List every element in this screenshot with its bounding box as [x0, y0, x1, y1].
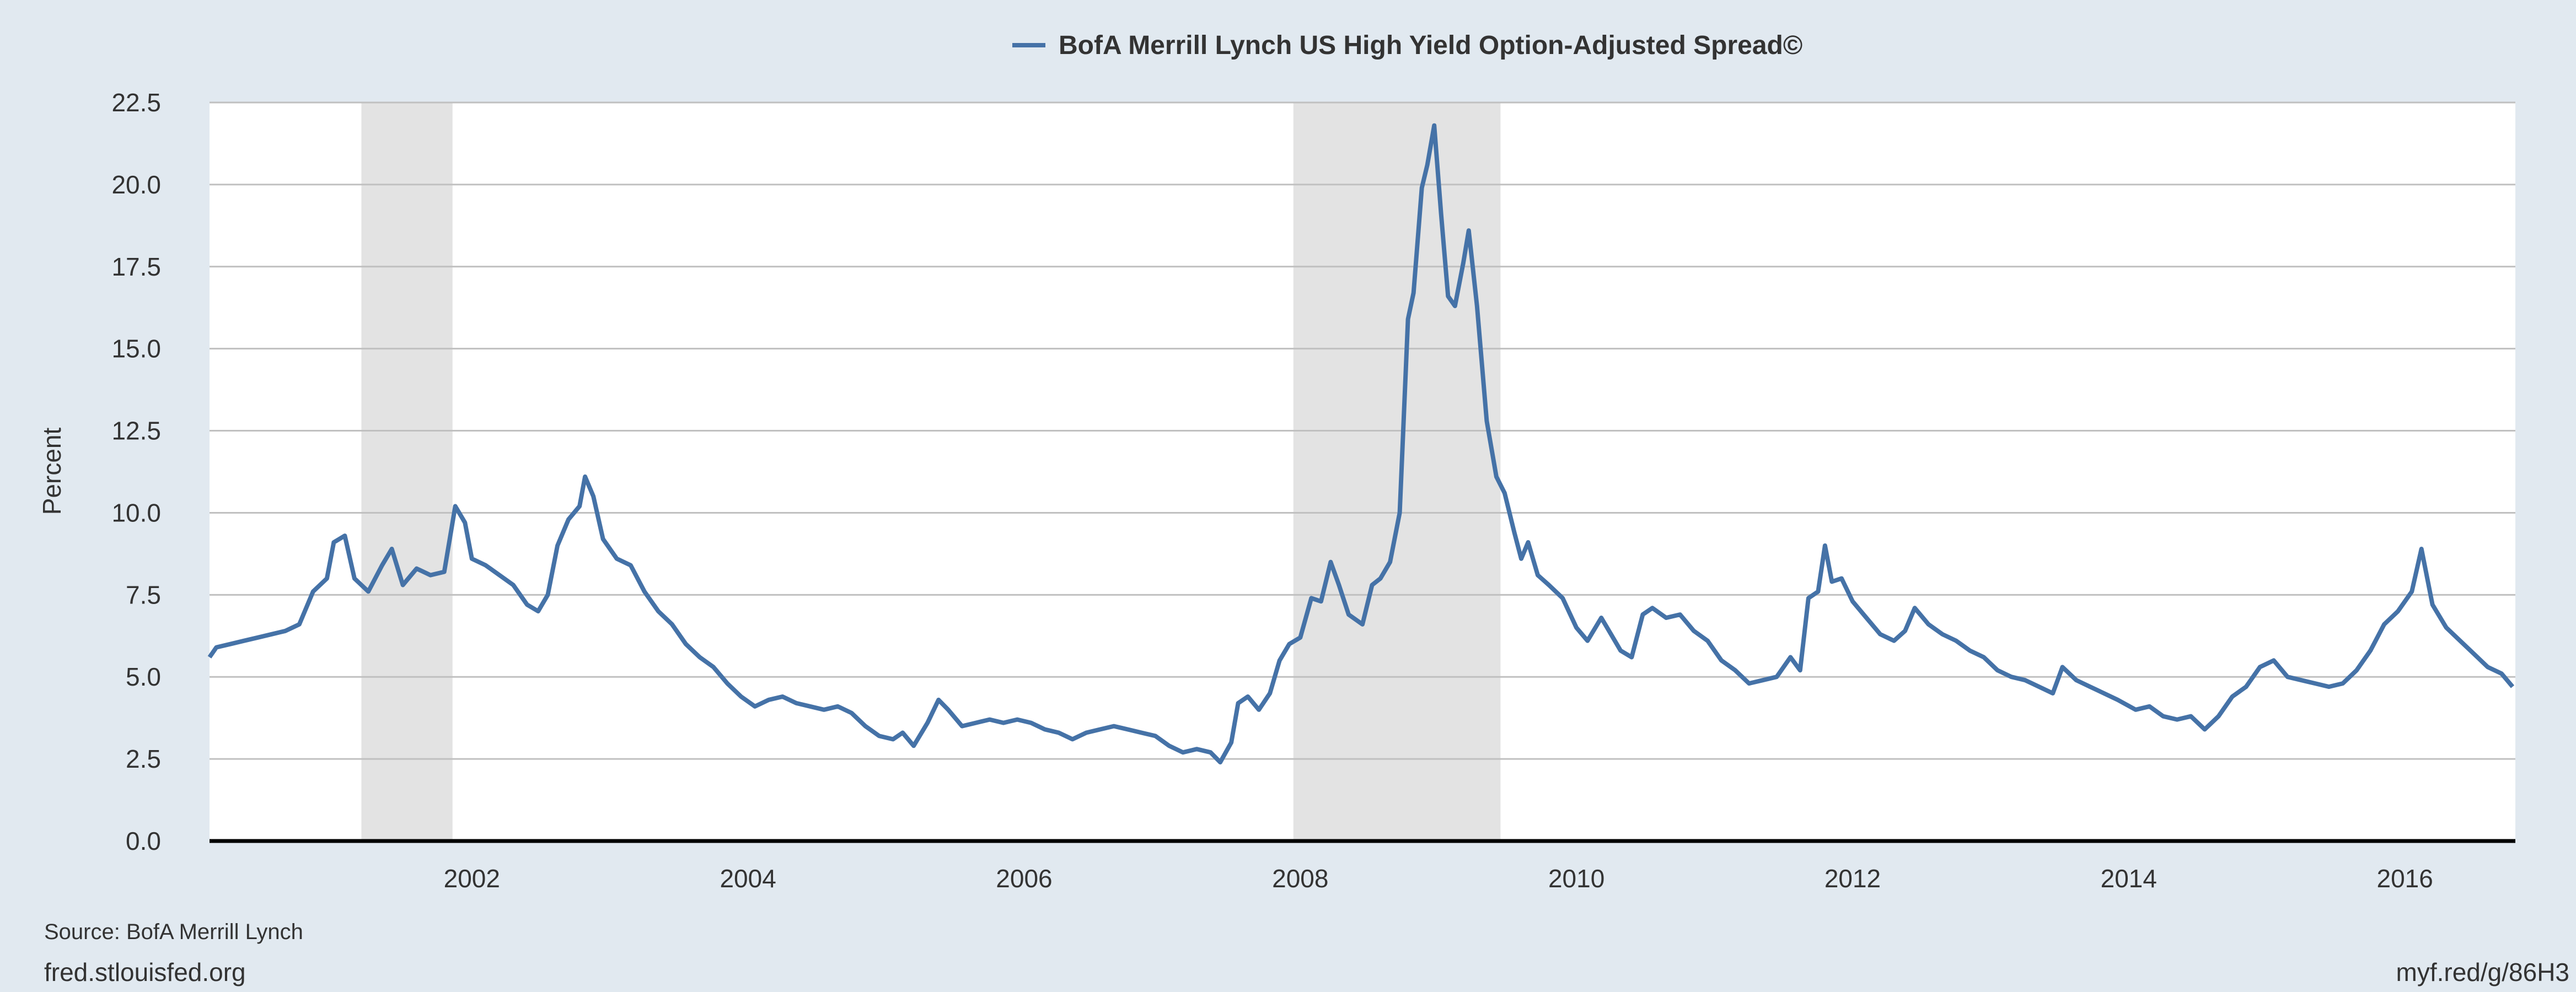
- recession-shading: [361, 103, 1501, 841]
- x-tick-labels: 2002 2004 2006 2008 2010 2012 2014 2016: [444, 864, 2433, 893]
- y-tick-label: 0.0: [126, 827, 161, 855]
- fred-site-link[interactable]: fred.stlouisfed.org: [44, 958, 246, 986]
- y-tick-label: 7.5: [126, 580, 161, 609]
- y-tick-label: 2.5: [126, 745, 161, 773]
- y-tick-label: 17.5: [111, 252, 161, 281]
- legend[interactable]: BofA Merrill Lynch US High Yield Option-…: [1012, 31, 1802, 60]
- y-tick-label: 22.5: [111, 88, 161, 117]
- recession-band: [361, 103, 453, 841]
- recession-band: [1293, 103, 1501, 841]
- x-tick-label: 2016: [2376, 864, 2433, 893]
- x-tick-label: 2008: [1272, 864, 1328, 893]
- y-tick-label: 15.0: [111, 335, 161, 363]
- y-axis-title: Percent: [37, 428, 66, 515]
- short-link[interactable]: myf.red/g/86H3: [2396, 958, 2569, 986]
- y-tick-label: 20.0: [111, 170, 161, 199]
- x-tick-label: 2012: [1824, 864, 1881, 893]
- y-tick-label: 12.5: [111, 417, 161, 445]
- x-tick-label: 2004: [720, 864, 776, 893]
- x-tick-label: 2006: [996, 864, 1052, 893]
- y-tick-labels: 0.0 2.5 5.0 7.5 10.0 12.5 15.0 17.5 20.0 22.5: [111, 88, 161, 855]
- series-line: [207, 123, 2515, 765]
- y-tick-label: 5.0: [126, 662, 161, 691]
- gridlines: [210, 101, 2515, 760]
- y-tick-label: 10.0: [111, 498, 161, 527]
- x-tick-label: 2002: [444, 864, 500, 893]
- x-tick-label: 2010: [1548, 864, 1604, 893]
- legend-label: BofA Merrill Lynch US High Yield Option-…: [1059, 31, 1802, 60]
- source-note: Source: BofA Merrill Lynch: [44, 920, 303, 944]
- x-tick-label: 2014: [2101, 864, 2157, 893]
